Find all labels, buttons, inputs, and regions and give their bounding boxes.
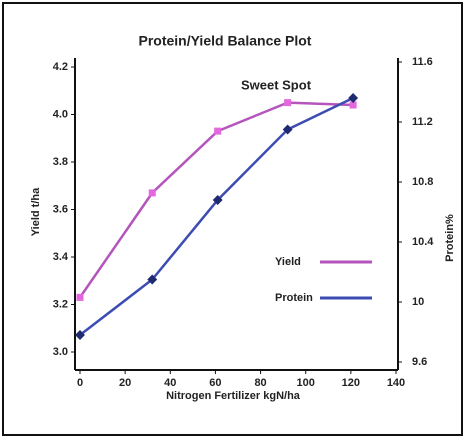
- y-axis-label: Yield t/ha: [30, 187, 42, 236]
- marker: [348, 93, 359, 103]
- legend-label: Yield: [275, 256, 301, 268]
- y2-tick-label: 9.6: [412, 356, 427, 368]
- y-tick-label: 4.0: [53, 108, 68, 120]
- annotation: Sweet Spot: [241, 77, 312, 92]
- x-tick-label: 120: [342, 377, 360, 389]
- marker: [212, 195, 223, 205]
- marker: [284, 99, 292, 107]
- y-tick-label: 3.4: [53, 251, 69, 263]
- x-tick-label: 100: [297, 377, 315, 389]
- y2-tick-label: 10.8: [412, 176, 433, 188]
- y2-tick-label: 11.6: [412, 56, 433, 68]
- y2-axis-label: Protein%: [444, 214, 456, 262]
- y2-tick-label: 11.2: [412, 116, 433, 128]
- y-tick-label: 3.6: [53, 203, 68, 215]
- x-axis-label: Nitrogen Fertilizer kgN/ha: [166, 390, 301, 402]
- y-tick-label: 3.8: [53, 156, 68, 168]
- legend-label: Protein: [275, 292, 313, 304]
- marker: [148, 189, 156, 197]
- marker: [349, 101, 357, 109]
- x-tick-label: 80: [254, 377, 266, 389]
- x-tick-label: 20: [119, 377, 131, 389]
- marker: [76, 293, 84, 301]
- y-tick-label: 4.2: [53, 61, 68, 73]
- y-tick-label: 3.2: [53, 298, 68, 310]
- y2-tick-label: 10.4: [412, 236, 434, 248]
- y-tick-label: 3.0: [53, 346, 68, 358]
- x-tick-label: 140: [387, 377, 405, 389]
- marker: [147, 274, 158, 285]
- y2-tick-label: 10: [412, 296, 424, 308]
- x-tick-label: 40: [164, 377, 176, 389]
- x-tick-label: 0: [77, 377, 83, 389]
- x-tick-label: 60: [209, 377, 221, 389]
- marker: [214, 127, 222, 135]
- chart-title: Protein/Yield Balance Plot: [139, 33, 312, 49]
